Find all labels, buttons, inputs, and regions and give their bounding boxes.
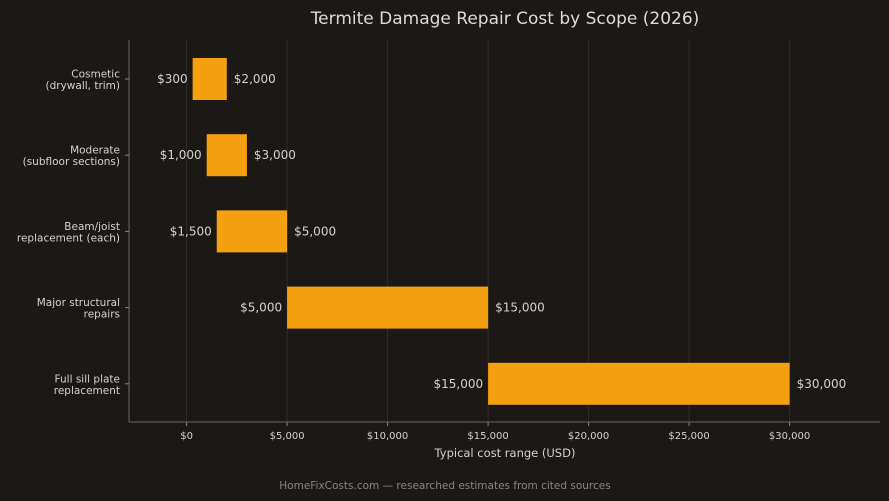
high-value-label: $5,000 <box>294 224 336 238</box>
low-value-label: $5,000 <box>240 301 282 315</box>
x-tick-label: $30,000 <box>769 431 810 442</box>
x-tick-label: $10,000 <box>367 431 408 442</box>
labels: $0 $5,000 $10,000 $15,000 $20,000 $25,000 $30,… <box>17 69 846 443</box>
high-value-label: $30,000 <box>797 377 847 391</box>
category-label: Moderate (subfloor sections) <box>23 145 120 169</box>
range-bar <box>488 362 790 405</box>
low-value-label: $15,000 <box>433 377 483 391</box>
low-value-label: $1,000 <box>160 148 202 162</box>
category-label-line: Full sill plate <box>55 373 120 385</box>
range-bar <box>287 286 489 329</box>
axes <box>125 40 880 426</box>
high-value-label: $2,000 <box>234 72 276 86</box>
category-label: Beam/joist replacement (each) <box>17 221 120 245</box>
category-label-line: replacement <box>54 385 120 397</box>
range-bar <box>206 134 247 177</box>
x-tick-label: $15,000 <box>467 431 508 442</box>
chart-title: Termite Damage Repair Cost by Scope (202… <box>310 9 700 29</box>
category-label-line: Cosmetic <box>71 69 120 81</box>
x-tick-label: $5,000 <box>270 431 305 442</box>
category-label: Full sill plate replacement <box>54 373 120 397</box>
x-tick-label: $20,000 <box>568 431 609 442</box>
x-axis-label: Typical cost range (USD) <box>434 446 576 460</box>
category-label-line: (drywall, trim) <box>46 80 121 92</box>
high-value-label: $15,000 <box>495 301 545 315</box>
category-label-line: Beam/joist <box>64 221 120 233</box>
x-tick-label: $25,000 <box>668 431 709 442</box>
low-value-label: $300 <box>157 72 188 86</box>
range-bar <box>216 210 288 253</box>
footer-note: HomeFixCosts.com — researched estimates … <box>279 480 610 492</box>
category-label-line: Moderate <box>70 145 120 157</box>
category-label: Major structural repairs <box>37 297 120 321</box>
x-tick-label: $0 <box>180 431 193 442</box>
bars <box>192 58 790 405</box>
high-value-label: $3,000 <box>254 148 296 162</box>
category-label-line: Major structural <box>37 297 120 309</box>
low-value-label: $1,500 <box>170 224 212 238</box>
category-label: Cosmetic (drywall, trim) <box>46 69 121 93</box>
category-label-line: (subfloor sections) <box>23 156 120 168</box>
category-label-line: repairs <box>84 309 120 321</box>
range-bar <box>192 58 227 100</box>
category-label-line: replacement (each) <box>17 232 120 244</box>
grid-lines <box>186 40 791 422</box>
